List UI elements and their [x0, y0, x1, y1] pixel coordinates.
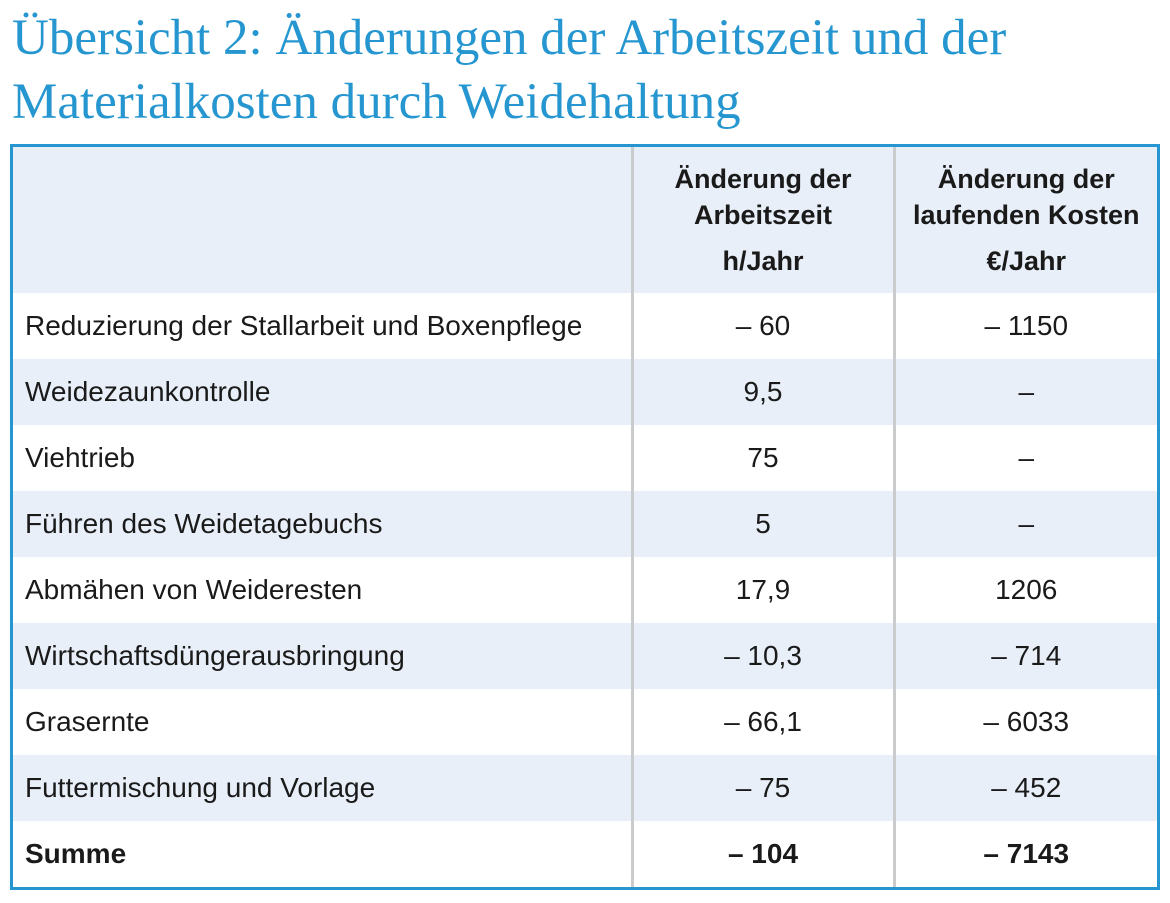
row-cost-value: 1206: [894, 557, 1157, 623]
header-cell-label: [13, 147, 634, 293]
row-time-value: – 60: [632, 293, 896, 359]
page-title: Übersicht 2: Änderungen der Arbeitszeit …: [12, 6, 1162, 134]
table-row: Führen des Weidetagebuchs 5 –: [13, 491, 1157, 557]
table-body: Reduzierung der Stallarbeit und Boxenpfl…: [13, 293, 1157, 887]
table-row: Grasernte – 66,1 – 6033: [13, 689, 1157, 755]
row-cost-value: –: [894, 359, 1157, 425]
header-cell-cost: Änderung der laufenden Kosten €/Jahr: [894, 147, 1157, 293]
row-time-value: 75: [632, 425, 896, 491]
row-label: Führen des Weidetagebuchs: [13, 491, 634, 557]
title-line-2: Materialkosten durch Weidehaltung: [12, 74, 741, 130]
table-row: Weidezaunkontrolle 9,5 –: [13, 359, 1157, 425]
table-header: Änderung der Arbeitszeit h/Jahr Änderung…: [13, 147, 1157, 293]
header-cost-line-2: laufenden Kosten: [912, 200, 1140, 230]
table-row: Futtermischung und Vorlage – 75 – 452: [13, 755, 1157, 821]
row-cost-value: –: [894, 425, 1157, 491]
table-row: Viehtrieb 75 –: [13, 425, 1157, 491]
header-cost-unit: €/Jahr: [986, 246, 1067, 276]
row-cost-value: –: [894, 491, 1157, 557]
row-label: Reduzierung der Stallarbeit und Boxenpfl…: [13, 293, 634, 359]
row-label: Viehtrieb: [13, 425, 634, 491]
total-time-value: – 104: [632, 821, 896, 887]
row-cost-value: – 452: [894, 755, 1157, 821]
header-time-line-2: Arbeitszeit: [693, 200, 833, 230]
header-cost-line-1: Änderung der: [937, 164, 1115, 194]
row-time-value: – 75: [632, 755, 896, 821]
header-time-unit: h/Jahr: [722, 246, 804, 276]
row-time-value: – 10,3: [632, 623, 896, 689]
row-label: Futtermischung und Vorlage: [13, 755, 634, 821]
total-label: Summe: [13, 821, 634, 887]
title-line-1: Übersicht 2: Änderungen der Arbeitszeit …: [12, 10, 1007, 66]
total-cost-value: – 7143: [894, 821, 1157, 887]
table-row: Reduzierung der Stallarbeit und Boxenpfl…: [13, 293, 1157, 359]
row-time-value: – 66,1: [632, 689, 896, 755]
row-label: Wirtschaftsdüngerausbringung: [13, 623, 634, 689]
header-row: Änderung der Arbeitszeit h/Jahr Änderung…: [13, 147, 1157, 293]
row-time-value: 5: [632, 491, 896, 557]
row-label: Abmähen von Weideresten: [13, 557, 634, 623]
row-label: Grasernte: [13, 689, 634, 755]
row-cost-value: – 1150: [894, 293, 1157, 359]
table-row: Abmähen von Weideresten 17,9 1206: [13, 557, 1157, 623]
data-table: Änderung der Arbeitszeit h/Jahr Änderung…: [13, 147, 1157, 887]
header-cell-time: Änderung der Arbeitszeit h/Jahr: [632, 147, 896, 293]
row-cost-value: – 6033: [894, 689, 1157, 755]
data-table-frame: Änderung der Arbeitszeit h/Jahr Änderung…: [10, 144, 1160, 890]
row-time-value: 9,5: [632, 359, 896, 425]
total-row: Summe – 104 – 7143: [13, 821, 1157, 887]
row-cost-value: – 714: [894, 623, 1157, 689]
table-row: Wirtschaftsdüngerausbringung – 10,3 – 71…: [13, 623, 1157, 689]
row-label: Weidezaunkontrolle: [13, 359, 634, 425]
row-time-value: 17,9: [632, 557, 896, 623]
header-time-line-1: Änderung der: [674, 164, 852, 194]
